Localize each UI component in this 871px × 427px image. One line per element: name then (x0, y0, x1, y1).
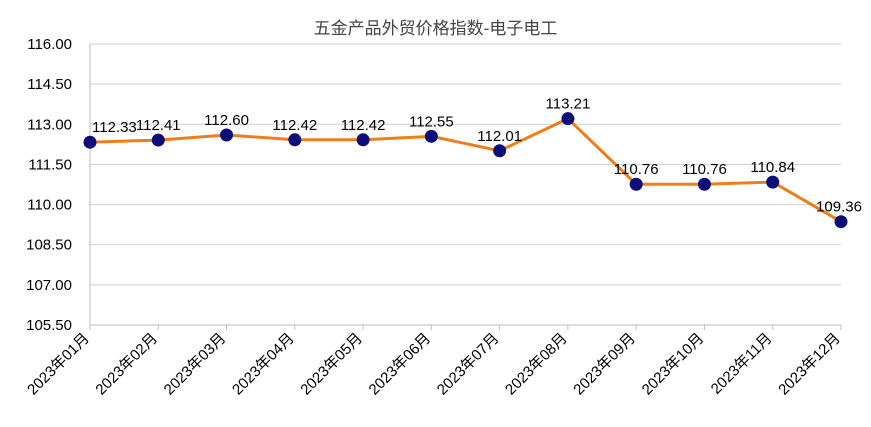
y-tick-label: 113.00 (27, 116, 72, 133)
data-point (288, 133, 302, 147)
y-tick-label: 107.00 (26, 277, 72, 294)
x-tick-label: 2023年06月 (366, 330, 435, 399)
data-label: 110.76 (682, 161, 727, 178)
data-point (629, 177, 643, 191)
y-tick-label: 114.50 (27, 76, 72, 93)
y-tick-label: 108.50 (26, 237, 72, 254)
data-label: 110.84 (750, 159, 795, 176)
data-point (766, 175, 780, 189)
data-label: 112.41 (136, 117, 181, 134)
data-label: 112.33 (92, 119, 137, 136)
x-tick-label: 2023年05月 (297, 330, 366, 399)
data-label: 112.01 (477, 128, 522, 145)
data-label: 112.42 (272, 117, 317, 134)
data-point (424, 129, 438, 143)
y-tick-label: 105.50 (26, 317, 72, 334)
data-label: 112.60 (204, 112, 249, 129)
series-line (89, 117, 842, 223)
data-point (834, 215, 848, 229)
data-point (220, 128, 234, 142)
data-point (356, 133, 370, 147)
x-tick-label: 2023年08月 (502, 330, 571, 399)
data-point (493, 144, 507, 158)
x-tick-label: 2023年07月 (434, 330, 503, 399)
data-label: 112.42 (341, 117, 386, 134)
x-tick-label: 2023年09月 (570, 330, 639, 399)
data-label: 110.76 (614, 161, 659, 178)
x-tick-label: 2023年10月 (639, 330, 708, 399)
y-tick-label: 116.00 (27, 36, 72, 53)
x-tick-label: 2023年03月 (161, 330, 230, 399)
data-point (697, 177, 711, 191)
y-tick-label: 110.00 (27, 197, 72, 214)
data-label: 112.55 (409, 113, 454, 130)
x-tick-label: 2023年11月 (708, 330, 776, 398)
data-point (83, 135, 97, 149)
x-tick-label: 2023年04月 (229, 330, 298, 399)
data-point (151, 133, 165, 147)
data-label: 109.36 (816, 199, 862, 216)
x-tick-label: 2023年01月 (24, 330, 93, 399)
data-label: 113.21 (546, 96, 591, 113)
x-tick-label: 2023年02月 (92, 330, 161, 399)
chart-title: 五金产品外贸价格指数-电子电工 (313, 19, 558, 39)
x-tick-label: 2023年12月 (775, 330, 844, 399)
data-point (561, 112, 575, 126)
y-tick-label: 111.50 (28, 156, 72, 173)
